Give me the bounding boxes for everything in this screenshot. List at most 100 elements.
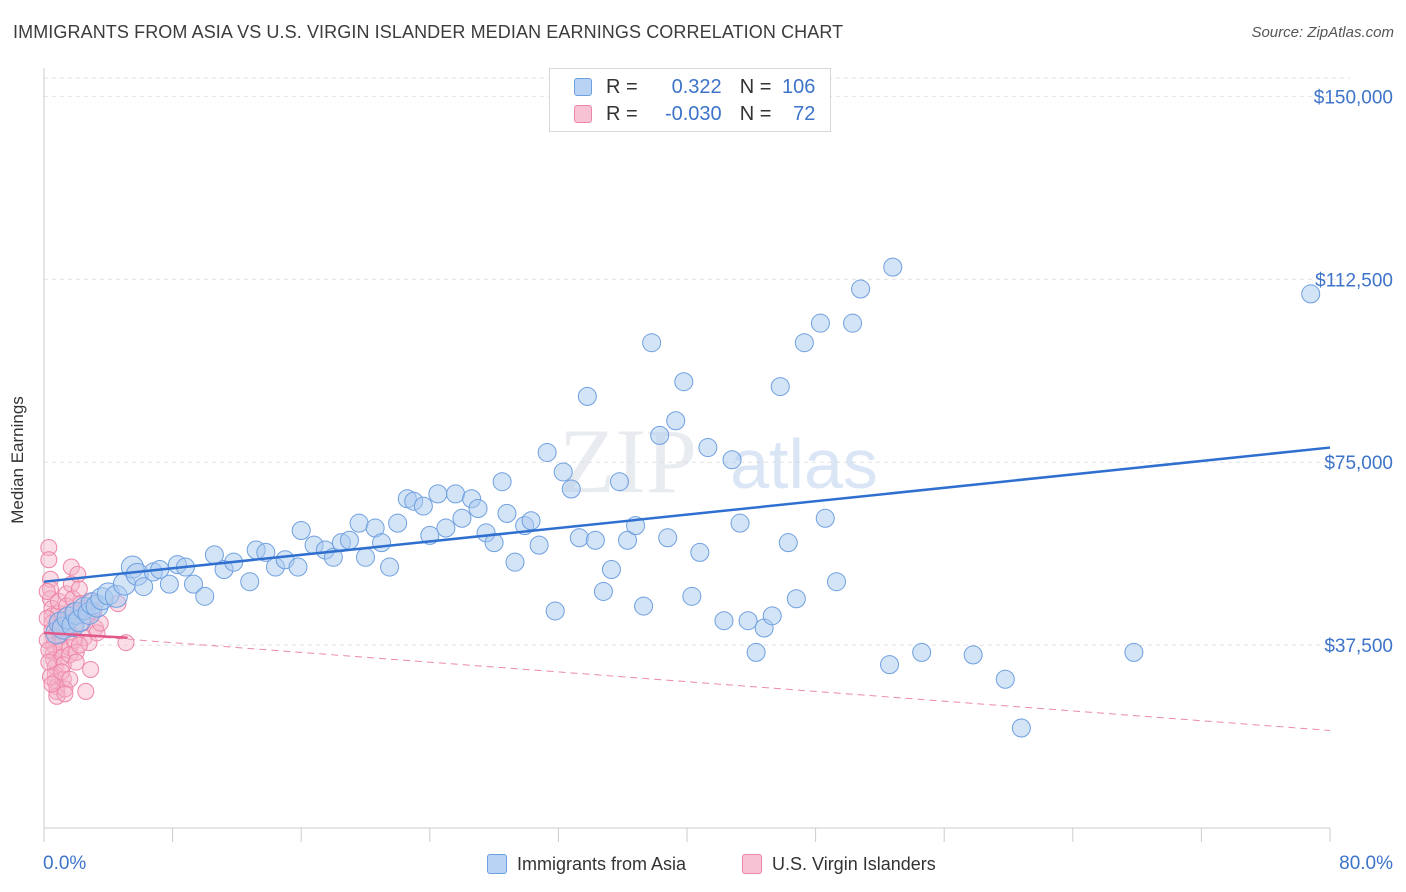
blue-data-point [1011,718,1031,738]
blue-data-point [577,386,597,406]
blue-data-point [883,257,903,277]
r-value: -0.030 [664,102,722,125]
blue-data-point [609,472,629,492]
blue-data-point [291,520,311,540]
blue-data-point [380,557,400,577]
blue-data-point [618,530,638,550]
blue-data-point [537,442,557,462]
source-label: Source: ZipAtlas.com [1251,24,1394,41]
blue-data-point [492,472,512,492]
blue-data-point [468,499,488,519]
n-value: 72 [793,102,816,125]
pink-data-point [61,670,79,688]
blue-data-point [569,528,589,548]
axes [43,68,1331,842]
blue-data-point [288,557,308,577]
stats-row-pink: R = -0.030 N = 72 [550,100,815,128]
chart-title: IMMIGRANTS FROM ASIA VS U.S. VIRGIN ISLA… [13,22,844,42]
x-tick-labels: 0.0% 80.0% [43,853,1393,874]
blue-data-point [650,425,670,445]
blue-data-point [880,655,900,675]
legend-item-asia: Immigrants from Asia [487,852,686,876]
blue-data-point [601,559,621,579]
blue-data-point [593,581,613,601]
blue-data-point [770,377,790,397]
blue-data-point [428,484,448,504]
blue-data-point [762,606,782,626]
y-tick-label: $150,000 [1314,87,1393,108]
blue-data-point [521,511,541,531]
pink-data-point [40,653,58,671]
pink-swatch [574,105,592,123]
blue-data-point [995,669,1015,689]
r-label: R = [606,75,638,98]
blue-data-point [561,479,581,499]
pink-data-point [82,660,100,678]
blue-series-points [45,257,1321,738]
pink-trend-line [43,631,128,640]
blue-data-point [529,535,549,555]
blue-data-point [843,313,863,333]
pink-data-point [40,551,58,569]
x-tick-label: 80.0% [1339,853,1393,874]
pink-trend-extension-line [43,632,1331,731]
blue-data-point [436,518,456,538]
pink-data-point [43,675,61,693]
blue-data-point [722,450,742,470]
blue-data-point [851,279,871,299]
pink-data-point [40,641,58,659]
blue-data-point [497,503,517,523]
blue-data-point [356,547,375,567]
pink-data-point [40,539,58,557]
blue-data-point [912,642,932,662]
pink-data-point [38,582,56,600]
legend-blue-swatch [487,854,507,874]
pink-data-point [77,682,95,700]
blue-data-point [134,577,154,597]
blue-data-point [159,574,179,594]
blue-data-point [585,530,605,550]
blue-data-point [183,574,203,594]
blue-data-point [452,508,472,528]
blue-data-point [1124,642,1144,662]
pink-trend-extension [43,632,1331,731]
x-tick-label: 0.0% [43,853,86,874]
pink-data-point [54,656,72,674]
legend-item-virgin-islanders: U.S. Virgin Islanders [742,852,936,876]
blue-data-point [553,462,573,482]
y-tick-label: $75,000 [1324,453,1393,474]
blue-data-point [642,333,662,353]
blue-data-point [730,513,750,533]
blue-data-point [674,372,694,392]
blue-data-point [446,484,466,504]
pink-data-point [70,580,88,598]
legend-pink-swatch [742,854,762,874]
blue-data-point [690,542,710,562]
blue-data-point [349,513,369,533]
y-tick-label: $37,500 [1324,636,1393,657]
blue-data-point [682,586,702,606]
pink-data-point [41,668,59,686]
blue-data-point [698,438,718,458]
blue-data-point [658,528,678,548]
trend-lines [43,446,1331,640]
stats-row-blue: R = 0.322 N = 106 [550,73,815,101]
y-tick-labels: $37,500 $75,000 $112,500 $150,000 [1314,87,1393,657]
blue-data-point [240,572,260,592]
blue-data-point [778,533,798,553]
blue-data-point [738,611,758,631]
pink-data-point [70,636,88,654]
blue-data-point [810,313,830,333]
r-value: 0.322 [671,75,722,98]
blue-data-point [714,611,734,631]
blue-swatch [574,78,592,96]
blue-data-point [372,533,392,553]
blue-data-point [786,589,806,609]
legend-label-virgin-islanders: U.S. Virgin Islanders [772,853,936,874]
pink-data-point [62,558,80,576]
n-value: 106 [782,75,816,98]
r-label: R = [606,102,638,125]
pink-data-point [56,680,74,698]
blue-data-point [666,411,686,431]
